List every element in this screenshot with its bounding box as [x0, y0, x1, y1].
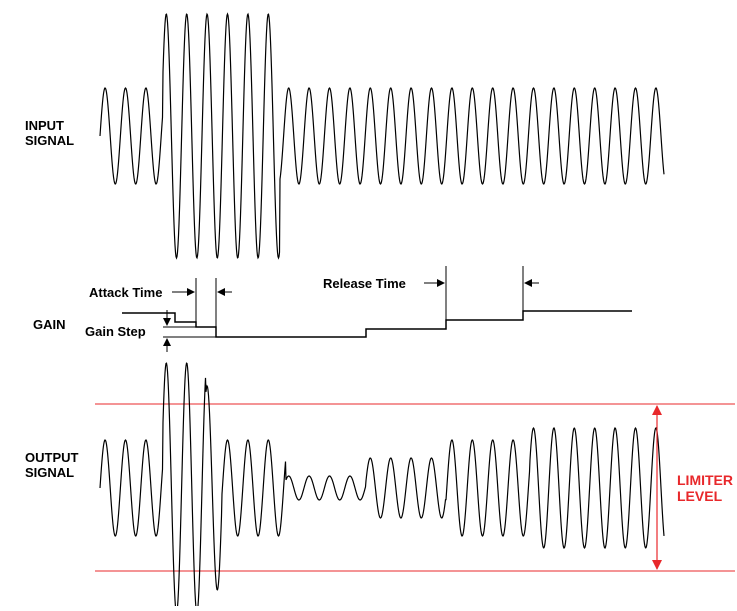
output-label-line1: OUTPUT [25, 450, 79, 465]
gain-label: GAIN [33, 317, 66, 332]
gain-curve [122, 310, 632, 338]
input-waveform [99, 12, 665, 260]
gain-step-label: Gain Step [85, 324, 146, 339]
output-label-line2: SIGNAL [25, 465, 74, 480]
limiter-label-line1: LIMITER [677, 472, 733, 488]
release-time-label: Release Time [323, 276, 406, 291]
input-label-line1: INPUT [25, 118, 64, 133]
attack-time-label: Attack Time [89, 285, 162, 300]
gain-section: GAIN Attack Time Release Time Gain Step [33, 266, 632, 352]
output-signal: OUTPUT SIGNAL LIMITER LEVEL [25, 362, 735, 611]
input-signal: INPUT SIGNAL [25, 12, 665, 260]
output-waveform [99, 362, 665, 611]
input-label-line2: SIGNAL [25, 133, 74, 148]
limiter-label-line2: LEVEL [677, 488, 723, 504]
